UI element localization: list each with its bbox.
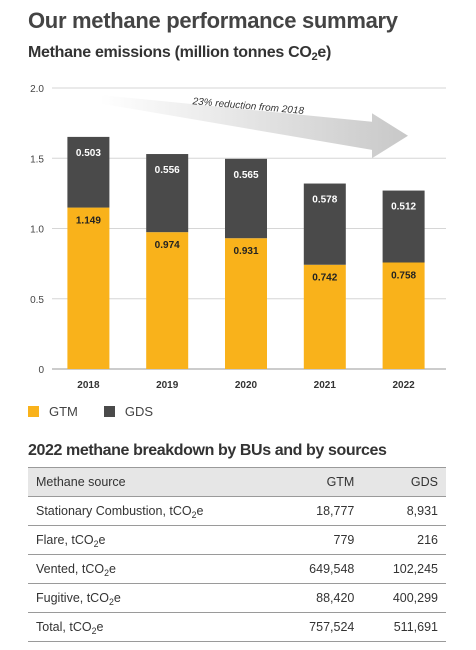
cell-gds: 400,299 (362, 583, 446, 613)
data-label-gtm-2021: 0.742 (312, 273, 337, 284)
data-label-gds-2019: 0.556 (155, 165, 180, 176)
data-label-gtm-2019: 0.974 (155, 240, 180, 251)
header-gds: GDS (362, 467, 446, 497)
header-gtm: GTM (278, 467, 363, 497)
bar-gds-2018 (67, 136, 110, 208)
legend-swatch-gds (103, 406, 115, 417)
bar-gds-2022 (382, 190, 425, 263)
cell-source: Vented, tCO2e (28, 554, 279, 584)
cell-gtm: 757,524 (278, 612, 363, 642)
y-tick-label: 2.0 (30, 84, 44, 95)
cell-source: Flare, tCO2e (28, 525, 279, 555)
methane-emissions-chart: 0 0.5 1.0 1.5 2.0 1.149 0.503 2018 0.974 0.556 201… (30, 84, 446, 391)
table-row: Fugitive, tCO2e 88,420 400,299 (28, 583, 446, 613)
table-title: 2022 methane breakdown by BUs and by sou… (28, 442, 387, 459)
data-label-gds-2021: 0.578 (312, 195, 337, 206)
table-row: Stationary Combustion, tCO2e 18,777 8,931 (28, 496, 446, 526)
data-label-gds-2018: 0.503 (76, 148, 101, 159)
legend-item-gtm: GTM (28, 404, 78, 419)
bar-gtm-2020 (225, 238, 267, 369)
cell-gtm: 88,420 (278, 583, 363, 613)
cell-gds: 511,691 (362, 612, 446, 642)
x-tick-label: 2021 (314, 380, 337, 391)
cell-gds: 102,245 (362, 554, 446, 584)
legend-item-gds: GDS (103, 404, 154, 419)
cell-gtm: 18,777 (278, 496, 363, 526)
chart-legend: GTM GDS (28, 404, 179, 419)
y-tick-label: 1.5 (30, 154, 44, 165)
bar-gtm-2019 (146, 232, 189, 369)
table-row: Total, tCO2e 757,524 511,691 (28, 612, 446, 642)
header-methane-source: Methane source (28, 467, 279, 497)
page-title: Our methane performance summary (28, 8, 398, 33)
legend-label-gtm: GTM (49, 404, 78, 419)
cell-source: Stationary Combustion, tCO2e (28, 496, 279, 526)
legend-label-gds: GDS (124, 404, 154, 419)
x-tick-label: 2019 (156, 380, 179, 391)
x-tick-label: 2018 (77, 380, 100, 391)
bar-gtm-2021 (303, 264, 346, 369)
bar-gds-2020 (225, 158, 267, 239)
methane-breakdown-table: Methane source GTM GDS Stationary Combus… (28, 467, 446, 642)
y-tick-label: 0 (38, 365, 44, 376)
x-tick-label: 2020 (235, 380, 258, 391)
data-label-gtm-2020: 0.931 (233, 246, 258, 257)
data-label-gds-2020: 0.565 (233, 170, 258, 181)
y-tick-label: 0.5 (30, 295, 44, 306)
cell-gds: 216 (362, 525, 446, 555)
cell-gds: 8,931 (362, 496, 446, 526)
cell-gtm: 649,548 (278, 554, 363, 584)
bar-gtm-2022 (382, 262, 425, 369)
bar-gds-2019 (146, 154, 189, 233)
x-tick-label: 2022 (392, 380, 415, 391)
data-label-gtm-2022: 0.758 (391, 271, 416, 282)
bar-gtm-2018 (67, 207, 110, 369)
legend-swatch-gtm (28, 406, 39, 417)
table-row: Flare, tCO2e 779 216 (28, 525, 446, 555)
cell-gtm: 779 (278, 525, 363, 555)
data-label-gds-2022: 0.512 (391, 202, 416, 213)
chart-title: Methane emissions (million tonnes CO2e) (28, 44, 332, 63)
cell-source: Fugitive, tCO2e (28, 583, 279, 613)
table-row: Vented, tCO2e 649,548 102,245 (28, 554, 446, 584)
data-label-gtm-2018: 1.149 (76, 216, 101, 227)
y-tick-label: 1.0 (30, 225, 44, 236)
bar-gds-2021 (303, 183, 346, 265)
cell-source: Total, tCO2e (28, 612, 279, 642)
table-header-row: Methane source GTM GDS (28, 467, 446, 497)
reduction-arrow (100, 95, 408, 159)
